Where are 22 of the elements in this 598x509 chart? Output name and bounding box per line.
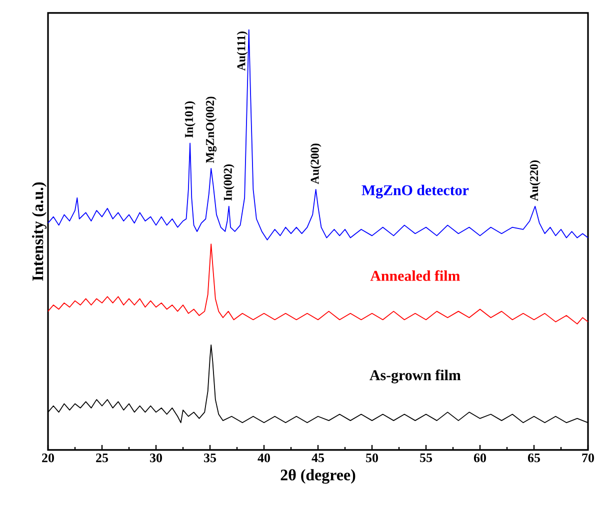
annotation: Au(111) — [236, 32, 248, 71]
annotation: In(101) — [184, 101, 196, 138]
x-tick-label: 30 — [150, 454, 162, 462]
x-tick-label: 60 — [474, 454, 486, 462]
annotation: Au(200) — [310, 144, 322, 184]
x-tick-label: 65 — [528, 454, 540, 462]
x-tick-label: 40 — [258, 454, 270, 462]
y-axis-title: Intensity (a.u.) — [32, 182, 46, 281]
x-axis-title: 2θ (degree) — [280, 469, 356, 484]
x-tick-label: 45 — [312, 454, 324, 462]
x-tick-label: 25 — [96, 454, 108, 462]
x-tick-label: 55 — [420, 454, 432, 462]
annotation: MgZnO(002) — [206, 96, 217, 164]
annotation: In(002) — [223, 164, 234, 201]
x-tick-label: 35 — [204, 454, 216, 462]
annotation: Au(220) — [530, 160, 541, 201]
x-tick-label: 70 — [582, 454, 594, 462]
x-tick-label: 50 — [366, 454, 378, 462]
text: Annealed film — [370, 270, 460, 281]
series-label: MgZnO detector — [362, 184, 469, 198]
text: As-grown film — [370, 370, 461, 384]
x-tick-label: 20 — [42, 454, 54, 462]
